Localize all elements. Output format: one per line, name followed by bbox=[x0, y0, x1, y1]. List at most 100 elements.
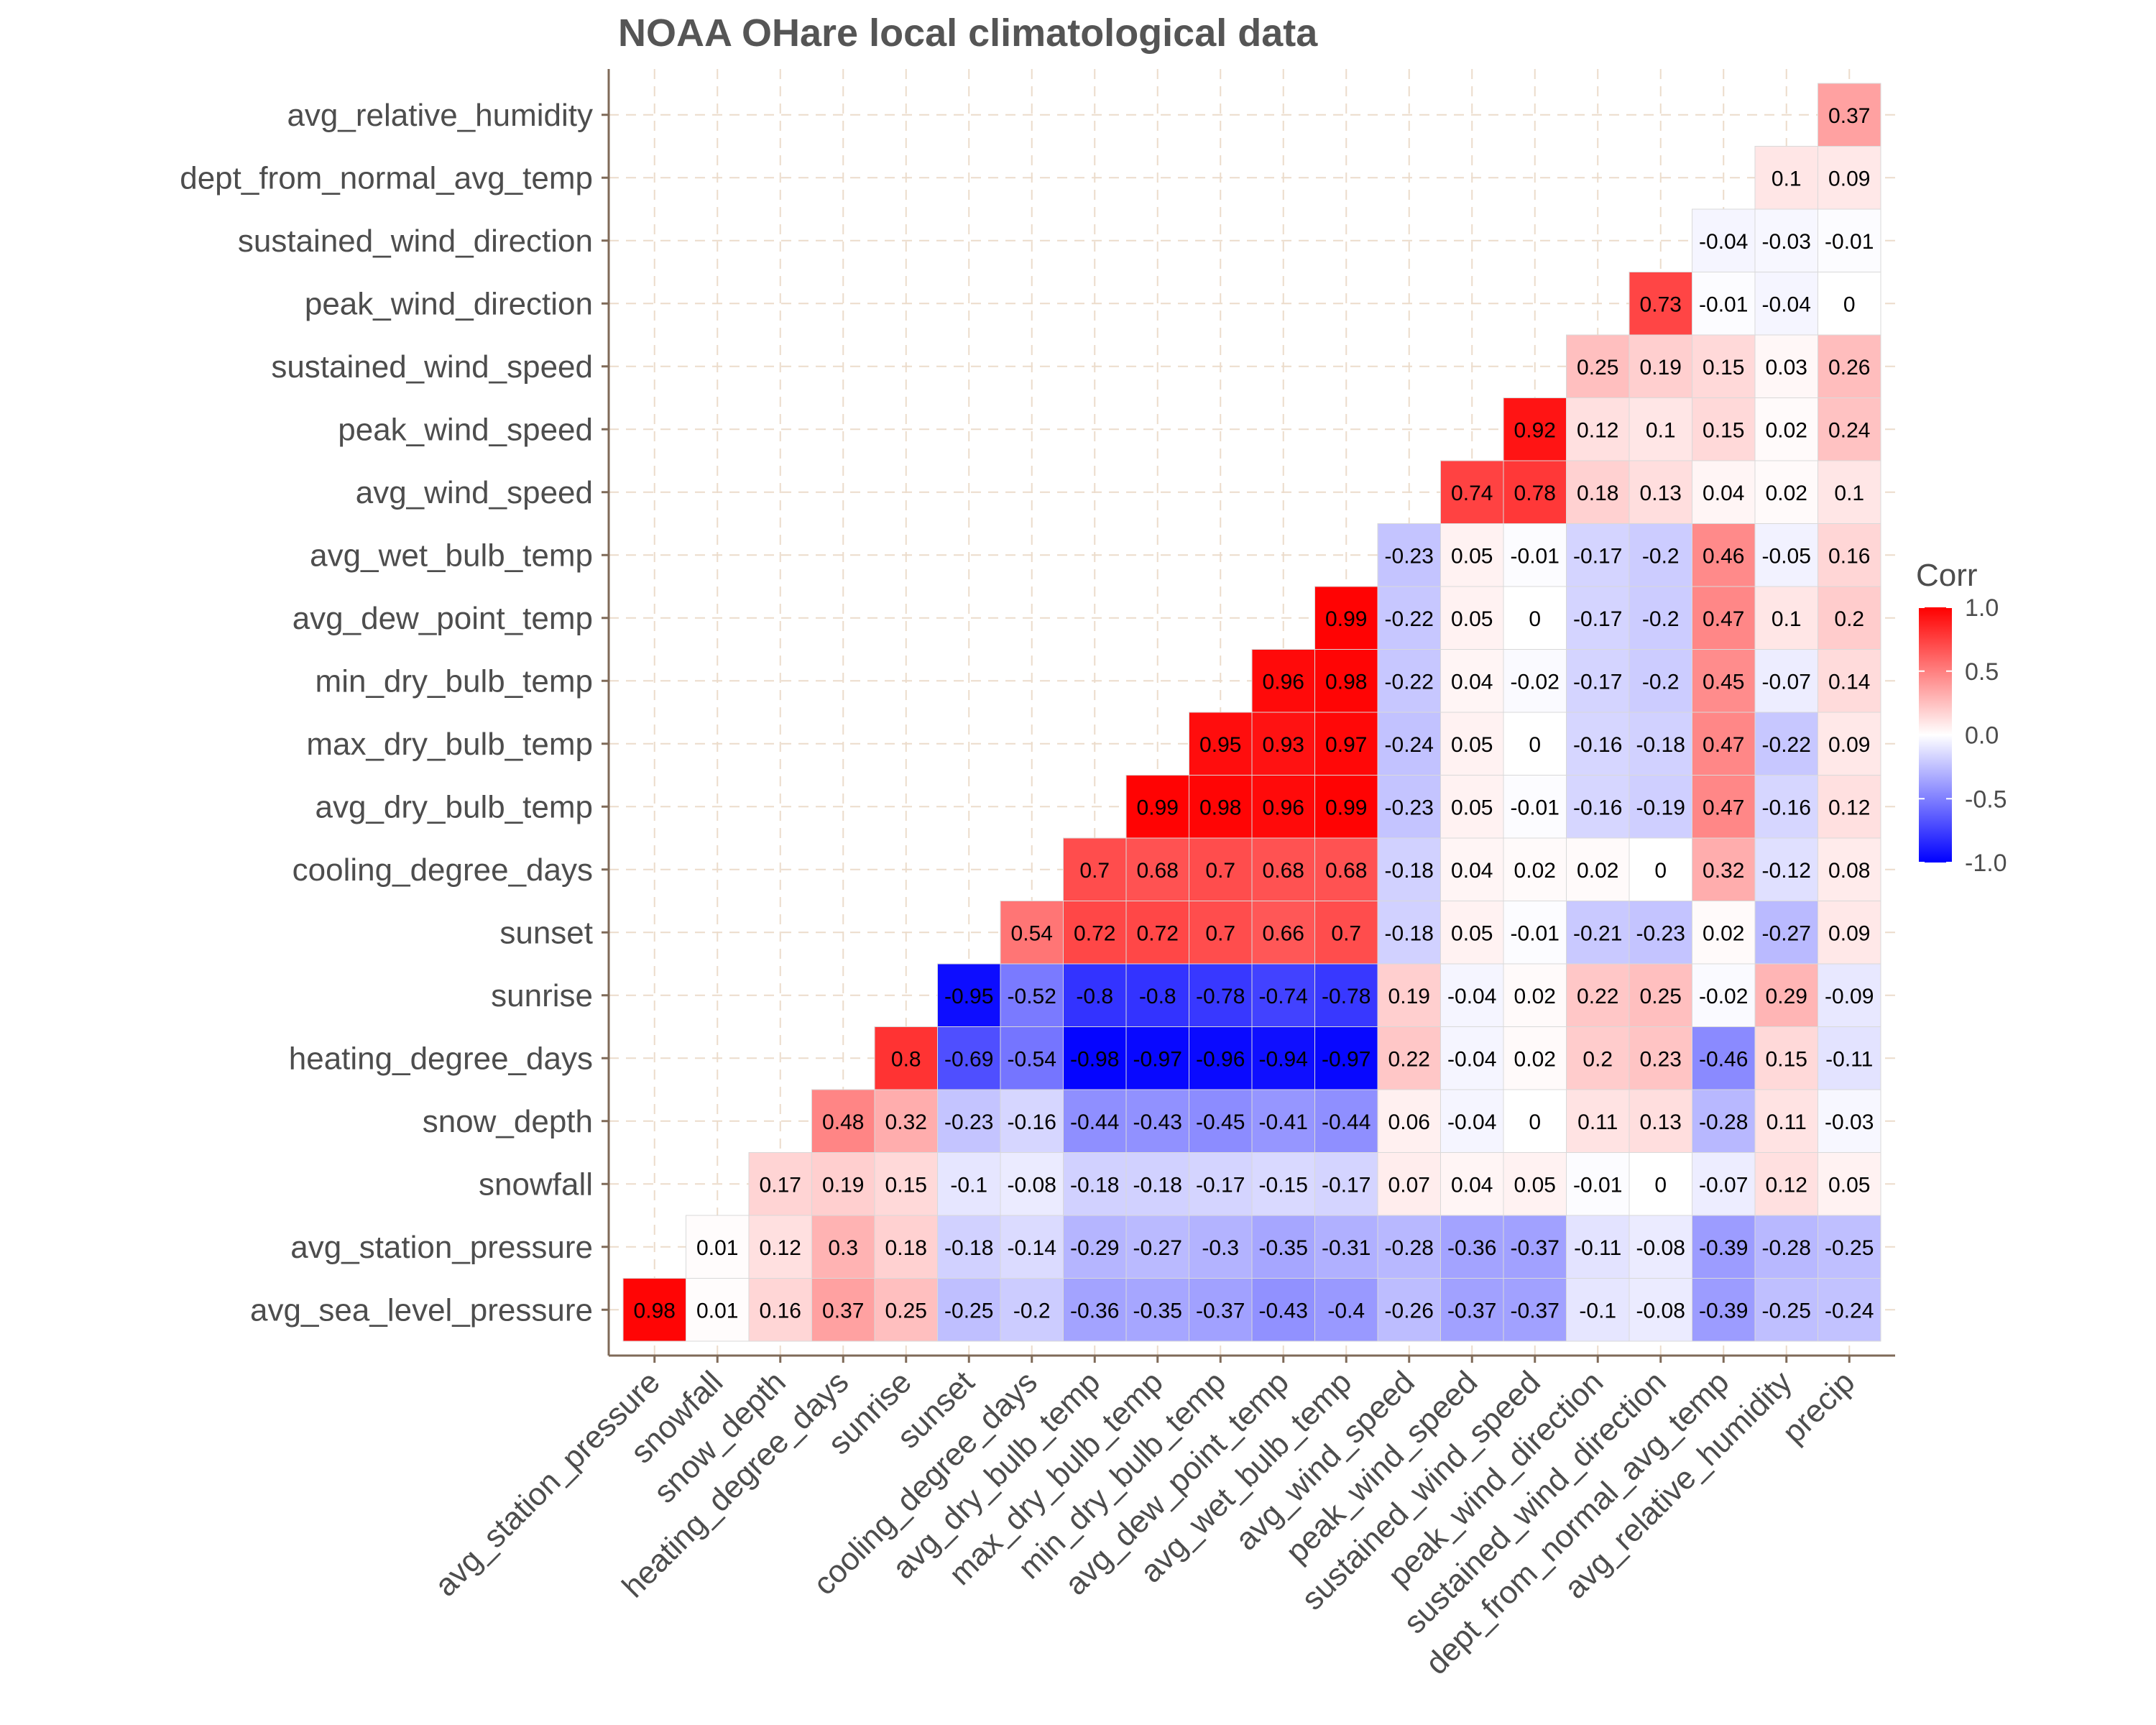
cell-value-label: -0.17 bbox=[1322, 1173, 1370, 1197]
cell-value-label: 0.16 bbox=[760, 1299, 801, 1322]
cell-value-label: 0.72 bbox=[1137, 921, 1179, 945]
cell-value-label: 0.05 bbox=[1514, 1173, 1556, 1197]
cell-value-label: -0.11 bbox=[1574, 1236, 1621, 1260]
heatmap-cell bbox=[1063, 1089, 1127, 1153]
cell-value-label: 0.78 bbox=[1514, 482, 1556, 505]
cell-value-label: 0 bbox=[1654, 859, 1667, 883]
heatmap-cell bbox=[1314, 837, 1378, 901]
heatmap-cell bbox=[937, 1026, 1001, 1090]
cell-value-label: 0.93 bbox=[1263, 733, 1304, 757]
cell-value-label: 0.18 bbox=[885, 1236, 927, 1260]
heatmap-cell bbox=[1440, 1278, 1504, 1342]
cell-value-label: -0.22 bbox=[1762, 733, 1811, 757]
heatmap-cell bbox=[1251, 712, 1315, 776]
heatmap-cell bbox=[1818, 83, 1881, 147]
cell-value-label: -0.29 bbox=[1070, 1236, 1119, 1260]
cell-value-label: -0.4 bbox=[1327, 1299, 1365, 1322]
heatmap-cell bbox=[1692, 586, 1756, 650]
cell-value-label: 0.68 bbox=[1325, 859, 1367, 883]
heatmap-cell bbox=[748, 1152, 812, 1216]
cell-value-label: 0.14 bbox=[1828, 670, 1870, 694]
heatmap-cell bbox=[1692, 775, 1756, 839]
cell-value-label: 0.1 bbox=[1646, 418, 1676, 442]
cell-value-label: -0.18 bbox=[944, 1236, 993, 1260]
cell-value-label: -0.35 bbox=[1259, 1236, 1308, 1260]
heatmap-cell bbox=[1125, 775, 1189, 839]
heatmap-cell bbox=[1189, 712, 1253, 776]
cell-value-label: -0.96 bbox=[1196, 1047, 1245, 1071]
heatmap-cell bbox=[1503, 963, 1567, 1027]
cell-value-label: -0.1 bbox=[950, 1173, 987, 1197]
cell-value-label: 0.22 bbox=[1577, 985, 1618, 1008]
cell-value-label: -0.28 bbox=[1385, 1236, 1434, 1260]
cell-value-label: -0.18 bbox=[1385, 859, 1434, 883]
cell-value-label: -0.46 bbox=[1699, 1047, 1748, 1071]
heatmap-cell bbox=[937, 963, 1001, 1027]
cell-value-label: 0 bbox=[1529, 1110, 1541, 1134]
cell-value-label: 0.15 bbox=[885, 1173, 927, 1197]
heatmap-cell bbox=[1377, 775, 1441, 839]
cell-value-label: -0.03 bbox=[1825, 1110, 1874, 1134]
cell-value-label: 0.48 bbox=[822, 1110, 864, 1134]
cell-value-label: -0.04 bbox=[1762, 293, 1811, 316]
heatmap-cell bbox=[1628, 460, 1692, 524]
legend-tick-label: 0.0 bbox=[1965, 722, 1999, 750]
heatmap-cells bbox=[622, 83, 1881, 1342]
cell-value-label: -0.98 bbox=[1070, 1047, 1119, 1071]
chart-title: NOAA OHare local climatological data bbox=[618, 12, 1318, 55]
heatmap-cell bbox=[1063, 901, 1127, 965]
heatmap-cell bbox=[1189, 1026, 1253, 1090]
cell-value-label: -0.08 bbox=[1008, 1173, 1056, 1197]
y-tick-label: avg_dry_bulb_temp bbox=[315, 789, 593, 824]
cell-value-label: 0.11 bbox=[1577, 1110, 1618, 1134]
heatmap-cell bbox=[1754, 1152, 1818, 1216]
heatmap-cell bbox=[1189, 1089, 1253, 1153]
heatmap-cell bbox=[1314, 775, 1378, 839]
cell-value-label: -0.17 bbox=[1573, 607, 1622, 631]
cell-value-label: -0.18 bbox=[1636, 733, 1685, 757]
heatmap-cell bbox=[1566, 837, 1630, 901]
cell-value-label: 0.12 bbox=[1828, 796, 1870, 819]
heatmap-cell bbox=[1754, 523, 1818, 587]
heatmap-cell bbox=[1566, 712, 1630, 776]
heatmap-cell bbox=[1314, 1278, 1378, 1342]
cell-value-label: 0.7 bbox=[1205, 859, 1235, 883]
heatmap-cell bbox=[1503, 1026, 1567, 1090]
heatmap-cell bbox=[1503, 1089, 1567, 1153]
cell-value-label: -0.8 bbox=[1076, 985, 1113, 1008]
cell-value-label: -0.16 bbox=[1573, 733, 1622, 757]
cell-value-label: 0.95 bbox=[1199, 733, 1241, 757]
cell-value-label: -0.35 bbox=[1133, 1299, 1182, 1322]
cell-value-label: -0.22 bbox=[1385, 670, 1434, 694]
y-tick-label: max_dry_bulb_temp bbox=[306, 727, 593, 762]
cell-value-label: -0.17 bbox=[1573, 544, 1622, 568]
heatmap-cell bbox=[1754, 586, 1818, 650]
heatmap-cell bbox=[1440, 901, 1504, 965]
heatmap-cell bbox=[1566, 1152, 1630, 1216]
heatmap-cell bbox=[1628, 1089, 1692, 1153]
cell-value-label: 0.1 bbox=[1772, 167, 1802, 190]
heatmap-cell bbox=[1628, 272, 1692, 336]
cell-value-label: 0.26 bbox=[1828, 356, 1870, 380]
cell-value-label: 0.98 bbox=[1325, 670, 1367, 694]
heatmap-cell bbox=[1503, 712, 1567, 776]
heatmap-cell bbox=[1754, 1215, 1818, 1279]
cell-value-label: -0.03 bbox=[1762, 230, 1811, 254]
heatmap-cell bbox=[1628, 1278, 1692, 1342]
heatmap-cell bbox=[1440, 649, 1504, 713]
y-tick-label: cooling_degree_days bbox=[292, 852, 593, 888]
cell-value-label: 0.02 bbox=[1514, 859, 1556, 883]
cell-value-label: 0 bbox=[1529, 733, 1541, 757]
heatmap-cell bbox=[874, 1026, 938, 1090]
cell-value-label: -0.25 bbox=[944, 1299, 993, 1322]
heatmap-cell bbox=[1754, 272, 1818, 336]
heatmap-cell bbox=[1503, 460, 1567, 524]
cell-value-label: -0.27 bbox=[1762, 921, 1811, 945]
cell-value-label: -0.17 bbox=[1196, 1173, 1245, 1197]
heatmap-cell bbox=[1314, 649, 1378, 713]
cell-value-label: -0.09 bbox=[1825, 985, 1874, 1008]
cell-value-label: -0.78 bbox=[1322, 985, 1370, 1008]
y-tick-label: snow_depth bbox=[423, 1104, 593, 1139]
heatmap-cell bbox=[1628, 963, 1692, 1027]
cell-value-label: -0.78 bbox=[1196, 985, 1245, 1008]
